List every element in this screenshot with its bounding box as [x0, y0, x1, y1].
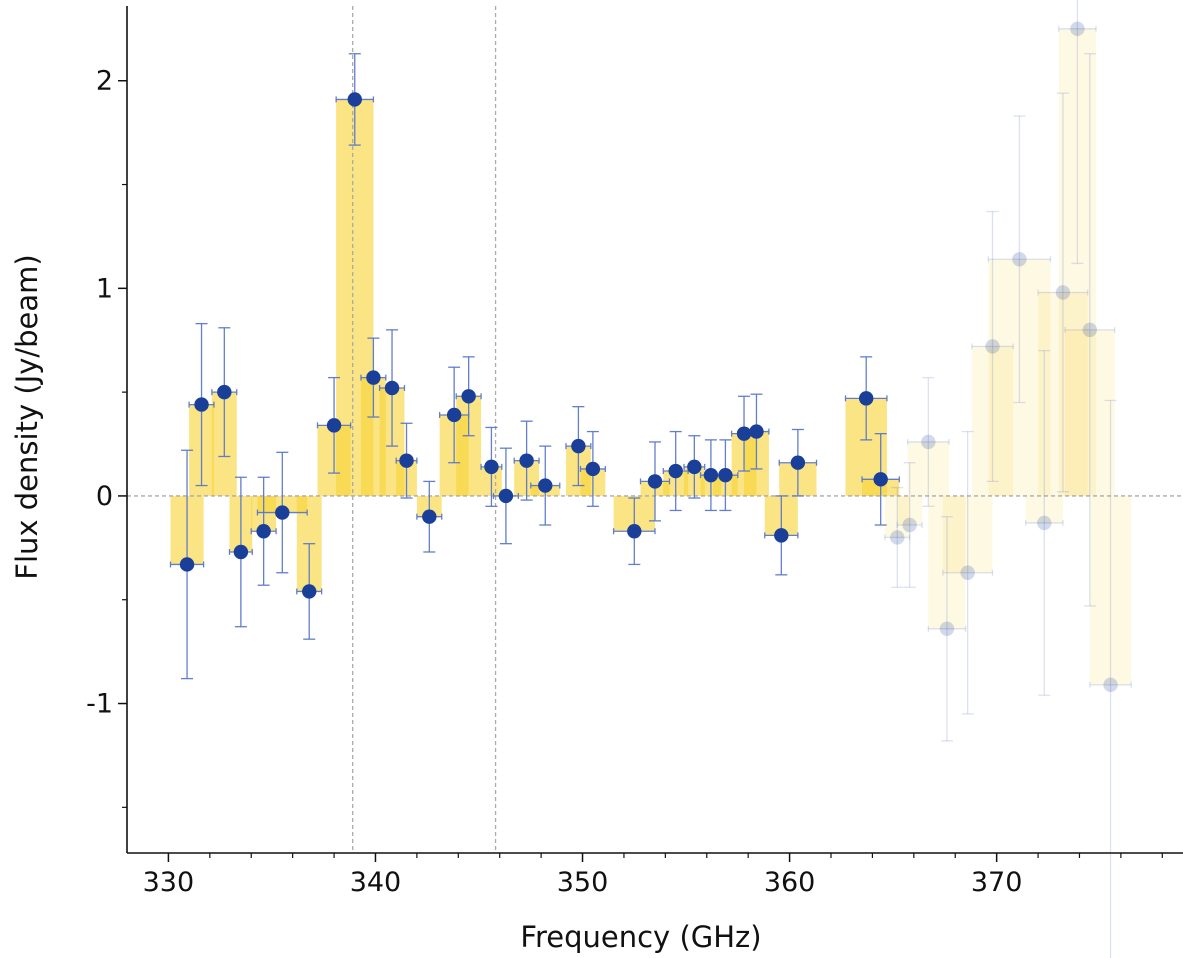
- flux-bar: [907, 441, 950, 496]
- data-point: [985, 339, 1000, 354]
- data-point: [347, 92, 362, 107]
- data-point: [790, 455, 806, 470]
- ticks: 330 340 350 360 370 -1 0 1 2: [86, 66, 1163, 898]
- flux-bar: [884, 495, 910, 538]
- flux-bar: [971, 346, 1014, 496]
- flux-bar: [942, 495, 993, 573]
- data-point: [538, 478, 553, 493]
- x-tick-label: 340: [350, 867, 402, 898]
- data-point: [326, 418, 342, 433]
- data-point: [446, 407, 462, 423]
- flux-bar: [1089, 495, 1132, 685]
- data-point: [275, 505, 290, 520]
- data-point: [647, 474, 663, 489]
- data-point: [399, 453, 414, 468]
- y-tick-label: 1: [96, 273, 113, 304]
- flux-bar: [1064, 329, 1115, 496]
- data-point: [422, 509, 437, 524]
- data-point: [302, 584, 317, 599]
- data-point: [1055, 285, 1071, 300]
- data-point: [668, 463, 683, 479]
- data-point: [902, 517, 917, 533]
- data-point: [384, 380, 400, 396]
- data-point: [890, 530, 905, 545]
- data-point: [736, 426, 752, 441]
- x-tick-label: 360: [764, 867, 816, 898]
- x-tick-label: 370: [971, 867, 1023, 898]
- data-point: [703, 467, 719, 483]
- data-point: [233, 544, 249, 560]
- data-point: [1037, 515, 1052, 531]
- data-point: [921, 434, 936, 450]
- flux-bar: [897, 495, 923, 525]
- data-point: [571, 438, 586, 454]
- flux-bar: [928, 495, 966, 629]
- data-point: [873, 472, 888, 487]
- x-axis-title: Frequency (GHz): [520, 920, 761, 954]
- data-points-layer: [179, 21, 1118, 693]
- axes: [126, 6, 1183, 854]
- data-point: [749, 424, 764, 439]
- data-point: [960, 565, 975, 580]
- data-point: [774, 528, 789, 543]
- data-point: [859, 391, 874, 406]
- data-point: [1070, 21, 1085, 37]
- data-point: [461, 389, 476, 404]
- data-point: [256, 524, 271, 539]
- y-axis-title: Flux density (Jy/beam): [10, 254, 44, 579]
- data-point: [1082, 322, 1098, 338]
- data-point: [498, 488, 514, 504]
- data-point: [718, 467, 733, 483]
- data-point: [1103, 677, 1118, 693]
- data-point: [627, 524, 642, 539]
- y-tick-label: 0: [96, 481, 113, 512]
- data-point: [939, 621, 955, 636]
- x-tick-label: 330: [143, 867, 195, 898]
- data-point: [217, 384, 232, 400]
- data-point: [687, 459, 702, 475]
- data-point: [519, 453, 534, 468]
- x-tick-label: 350: [557, 867, 609, 898]
- data-point: [194, 397, 209, 412]
- data-point: [585, 461, 601, 477]
- data-point: [366, 370, 381, 385]
- y-tick-label: -1: [86, 689, 113, 720]
- flux-bar: [988, 259, 1051, 496]
- flux-bar: [1025, 495, 1063, 523]
- data-point: [484, 459, 499, 475]
- bars-layer: [170, 28, 1132, 685]
- data-point: [1012, 252, 1027, 267]
- data-point: [179, 557, 195, 572]
- y-tick-label: 2: [96, 66, 113, 97]
- flux-bar: [1058, 28, 1097, 496]
- flux-bar: [1038, 292, 1088, 496]
